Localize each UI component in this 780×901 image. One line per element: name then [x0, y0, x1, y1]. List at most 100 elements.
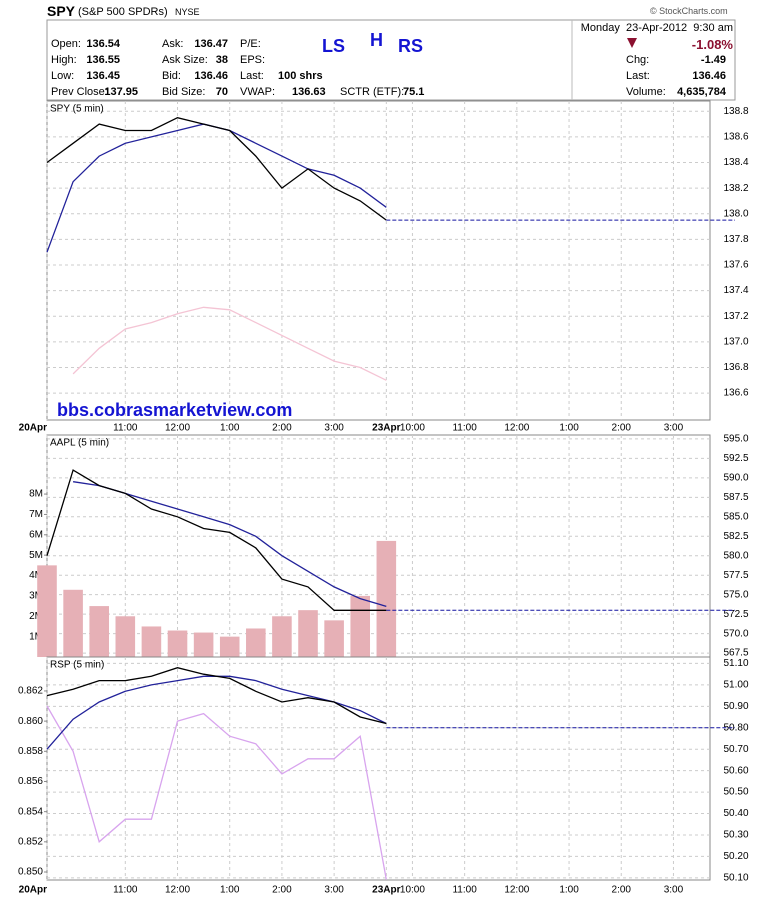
panel-frame [46, 656, 711, 881]
x-tick-label: 11:00 [452, 423, 477, 434]
field-label: Chg: [626, 54, 650, 66]
y2-tick-label: 0.854 [18, 806, 43, 817]
y-tick-label: 50.10 [723, 872, 748, 883]
field-label: VWAP: [240, 86, 276, 98]
volume-bar [298, 610, 318, 657]
y2-tick-label: 0.850 [18, 867, 43, 878]
field-label: Bid: [162, 70, 181, 82]
y2-tick-label: 5M [29, 550, 43, 561]
x-tick-label: 1:00 [559, 885, 579, 896]
price-line [72, 306, 387, 381]
y-tick-label: 575.0 [723, 589, 748, 600]
y-tick-label: 138.4 [723, 157, 748, 168]
volume-bar [350, 595, 371, 657]
volume-bar [167, 630, 188, 657]
y-tick-label: 137.8 [723, 234, 748, 245]
x-tick-label: 11:00 [113, 885, 138, 896]
field-value: 38 [215, 54, 228, 66]
volume-bar [37, 565, 57, 657]
field-label: Prev Close: [51, 86, 108, 98]
volume-bar [115, 616, 136, 657]
y-tick-label: 138.0 [723, 208, 748, 219]
x-tick-label: 3:00 [324, 885, 344, 896]
volume-bar [246, 628, 266, 657]
field-value: 136.46 [194, 70, 228, 82]
y-tick-label: 50.60 [723, 765, 748, 776]
y-tick-label: 582.5 [723, 531, 748, 542]
y-tick-label: 577.5 [723, 570, 748, 581]
x-tick-label: 1:00 [559, 423, 579, 434]
x-tick-label: 11:00 [452, 885, 477, 896]
y2-tick-label: 0.858 [18, 746, 43, 757]
symbol: SPY [47, 3, 76, 19]
price-line [46, 117, 387, 221]
field-label: Volume: [626, 86, 666, 98]
credit: © StockCharts.com [650, 6, 728, 16]
down-arrow [627, 38, 637, 48]
y2-tick-label: 6M [29, 529, 43, 540]
field-value: 4,635,784 [677, 86, 726, 98]
y-tick-label: 137.4 [723, 285, 748, 296]
price-line [46, 667, 387, 725]
y-tick-label: 50.40 [723, 808, 748, 819]
x-tick-label: 20Apr [19, 423, 47, 434]
exchange: NYSE [175, 7, 200, 17]
x-tick-label: 2:00 [272, 885, 292, 896]
y-tick-label: 138.8 [723, 106, 748, 117]
y2-tick-label: 2M [29, 611, 43, 622]
x-tick-label: 11:00 [113, 423, 138, 434]
panel-frame [46, 100, 711, 421]
y-tick-label: 587.5 [723, 492, 748, 503]
y-tick-label: 592.5 [723, 453, 748, 464]
field-value: 100 shrs [278, 70, 323, 82]
volume-bar [272, 616, 292, 657]
volume-bar [376, 540, 397, 657]
annotation: H [370, 30, 383, 50]
x-tick-label: 12:00 [165, 885, 190, 896]
y-tick-label: 590.0 [723, 472, 748, 483]
x-tick-label: 1:00 [220, 885, 240, 896]
price-line [46, 469, 387, 611]
y2-tick-label: 0.862 [18, 686, 43, 697]
y-tick-label: 138.2 [723, 183, 748, 194]
panel-title: SPY (5 min) [50, 104, 104, 115]
y2-tick-label: 4M [29, 570, 43, 581]
field-label: Bid Size: [162, 86, 206, 98]
x-tick-label: 12:00 [504, 423, 529, 434]
y-tick-label: 572.5 [723, 609, 748, 620]
y-tick-label: 50.80 [723, 722, 748, 733]
price-line [46, 675, 387, 750]
y-tick-label: 136.6 [723, 388, 748, 399]
annotation: LS [322, 36, 346, 56]
field-value: 136.47 [194, 38, 228, 50]
y-tick-label: 50.20 [723, 851, 748, 862]
x-tick-label: 3:00 [664, 885, 684, 896]
x-tick-label: 2:00 [272, 423, 292, 434]
x-tick-label: 12:00 [165, 423, 190, 434]
annotation: RS [398, 36, 424, 56]
field-value: -1.49 [700, 54, 726, 66]
volume-bar [89, 606, 109, 657]
y2-tick-label: 8M [29, 489, 43, 500]
field-label: Ask: [162, 38, 184, 50]
x-tick-label: 10:00 [400, 885, 425, 896]
field-label: Ask Size: [162, 54, 208, 66]
volume-bar [324, 620, 344, 657]
x-tick-label: 2:00 [612, 885, 632, 896]
field-label: P/E: [240, 38, 261, 50]
field-label: Last: [240, 70, 264, 82]
price-line [46, 705, 387, 880]
field-label: Open: [51, 38, 81, 50]
x-tick-label: 23Apr [372, 885, 400, 896]
watermark: bbs.cobrasmarketview.com [57, 400, 293, 420]
y-tick-label: 136.8 [723, 362, 748, 373]
y-tick-label: 50.90 [723, 701, 748, 712]
y-tick-label: 567.5 [723, 648, 748, 659]
y-tick-label: 51.10 [723, 658, 748, 669]
field-value: 75.1 [403, 86, 425, 98]
y-tick-label: 137.2 [723, 311, 748, 322]
y2-tick-label: 0.860 [18, 716, 43, 727]
field-label: EPS: [240, 54, 266, 66]
x-tick-label: 3:00 [324, 423, 344, 434]
